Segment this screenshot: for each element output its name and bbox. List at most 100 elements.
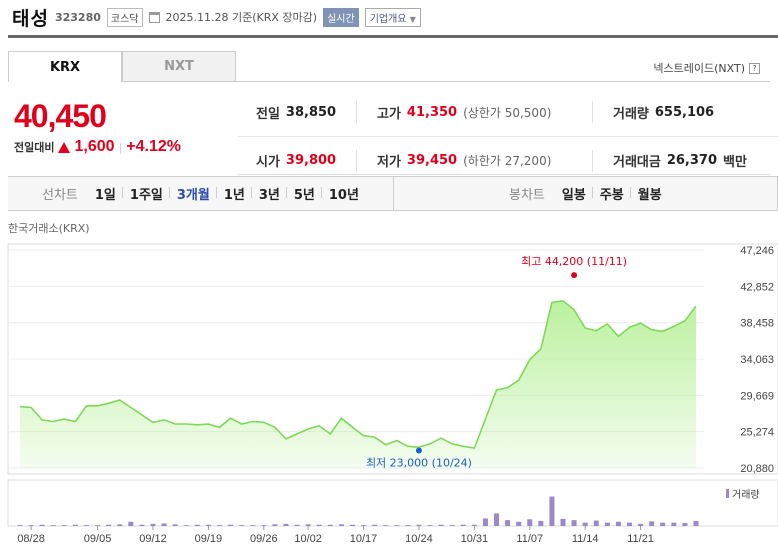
volume-bar [72,524,78,526]
volume-bar [560,518,566,526]
company-info-label: 기업개요 [369,13,407,25]
x-tick-label: 10/17 [350,533,378,545]
tab-krx[interactable]: KRX [8,51,122,82]
price-line [19,299,697,449]
nxt-link[interactable]: 넥스트레이드(NXT) ? [653,60,760,76]
volume-bar [305,524,311,526]
period-1y[interactable]: 1년 [215,184,252,203]
volume-bar [361,525,367,526]
volume-bar [460,524,466,526]
volume-bar [28,525,34,526]
candle-chart-label: 봉차트 [509,188,545,203]
period-5y[interactable]: 5년 [285,184,322,203]
volume-bar [327,524,333,526]
period-3y[interactable]: 3년 [250,184,287,203]
volume-bar [316,524,322,526]
volume-bar [83,525,89,526]
period-divider [393,176,394,211]
candle-daily[interactable]: 일봉 [561,188,586,203]
y-tick-label: 29,669 [740,390,774,402]
y-tick-label: 25,274 [740,427,774,439]
price-change: 전일대비 1,600 | +4.12% [14,138,181,156]
calendar-icon [148,11,160,23]
volume-bar [150,523,156,526]
volume-bar [549,496,555,526]
volume-bar [427,525,433,526]
volume-bar [416,524,422,526]
high-price: 고가 41,350 (상한가 50,500) [356,101,592,123]
volume-legend-swatch [726,489,729,498]
trade-value-stat: 거래대금 26,370 백만 [592,149,747,172]
candle-weekly[interactable]: 주봉 [591,184,631,203]
volume-bar [338,524,344,526]
volume-bar [139,524,145,526]
volume-bar [17,525,23,526]
trade-value-label: 거래대금 [613,155,661,170]
nxt-link-label: 넥스트레이드(NXT) [653,62,745,75]
chevron-down-icon: ▼ [409,14,416,24]
candle-chart-periods: 봉차트 일봉 주봉 월봉 [394,184,669,203]
period-1d[interactable]: 1일 [94,188,116,203]
volume-bar [438,524,444,526]
volume-bar [272,524,278,526]
volume-bar [372,524,378,526]
volume-bar [505,520,511,526]
volume-bar [527,519,533,526]
prev-close: 전일 38,850 [238,103,356,122]
volume-bar [261,525,267,526]
period-1w[interactable]: 1주일 [121,184,170,203]
volume-bar [582,522,588,526]
open-price: 시가 39,800 [238,151,356,170]
reference-date: 2025.11.28 기준(KRX 장마감) [165,11,318,24]
volume-bar [638,523,644,526]
volume-bar [627,522,633,526]
tab-nxt[interactable]: NXT [122,51,236,82]
market-badge: 코스닥 [106,7,143,27]
volume-bar [671,522,677,526]
stats-row: 전일 38,850 고가 41,350 (상한가 50,500) 거래량 655… [238,88,778,136]
volume-bar [128,521,134,526]
open-value: 39,800 [285,153,337,168]
volume-bar [449,525,455,526]
x-tick-label: 09/26 [250,533,278,545]
low-value: 39,450 [406,153,458,168]
change-percent: +4.12% [126,138,181,155]
volume-bar [693,520,699,526]
volume-label: 거래량 [613,106,649,122]
volume-bar [349,524,355,526]
period-3m[interactable]: 3개월 [168,184,217,203]
max-label: 최고 44,200 (11/11) [521,255,627,268]
y-tick-label: 47,246 [740,245,774,257]
volume-bar [283,523,289,526]
x-tick-label: 08/28 [17,533,45,545]
stats-divider [238,174,770,175]
price-stats: 전일 38,850 고가 41,350 (상한가 50,500) 거래량 655… [238,88,778,184]
volume-bar [571,520,577,526]
volume-bar [161,523,167,526]
volume-legend-label: 거래량 [732,489,760,501]
realtime-badge[interactable]: 실시간 [323,7,359,27]
price-chart[interactable]: 47,246 42,852 38,458 34,063 29,669 25,274 20,8… [0,236,778,545]
x-tick-label: 09/12 [139,533,167,545]
volume-bar [604,522,610,526]
trade-value: 26,370 [666,153,718,168]
volume-bar [383,525,389,526]
market-tabs: KRX NXT [8,51,236,82]
volume-bar [649,521,655,526]
open-label: 시가 [256,155,280,170]
volume-bar [394,525,400,526]
x-tick-label: 09/19 [195,533,223,545]
volume-bar [39,524,45,526]
candle-monthly[interactable]: 월봉 [629,184,669,203]
x-tick-label: 11/07 [516,533,543,545]
high-label: 고가 [377,106,401,122]
x-tick-label: 10/24 [405,533,433,545]
period-10y[interactable]: 10년 [320,184,366,203]
x-tick-label: 09/05 [84,533,112,545]
x-tick-label: 10/02 [294,533,322,545]
help-icon[interactable]: ? [749,62,760,74]
volume-bar [61,525,67,526]
volume-bar [538,520,544,526]
company-info-button[interactable]: 기업개요 ▼ [364,7,421,27]
tab-underline [236,81,770,82]
